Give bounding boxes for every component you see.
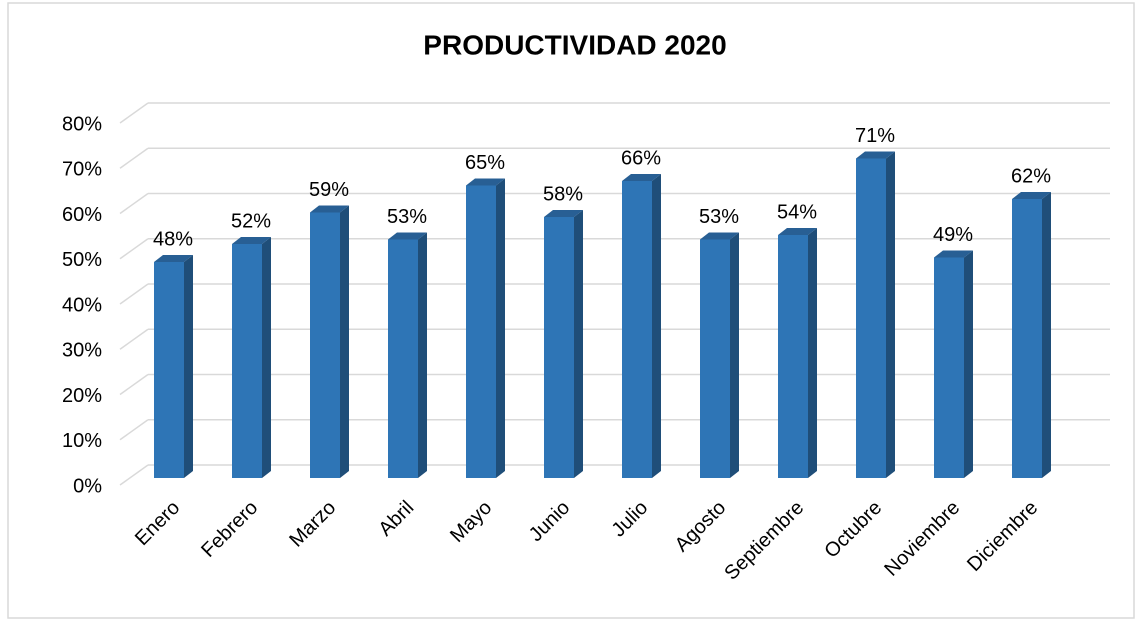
y-tick-label: 50% (62, 249, 102, 271)
bar (388, 239, 418, 478)
bar-side (808, 228, 817, 478)
grid-line (119, 464, 149, 486)
y-tick-label: 20% (62, 385, 102, 407)
bar-side (340, 205, 349, 478)
y-tick-label: 10% (62, 430, 102, 452)
value-label: 48% (153, 228, 193, 250)
bar-top (544, 210, 583, 217)
bar-top (466, 178, 505, 186)
value-label: 53% (387, 206, 427, 228)
grid-line (119, 328, 149, 350)
bar-top (856, 151, 895, 159)
value-label: 59% (309, 179, 349, 201)
bar (700, 239, 730, 478)
bar (934, 257, 964, 478)
y-tick-label: 80% (62, 113, 102, 135)
value-label: 54% (777, 201, 817, 223)
grid-line (119, 373, 149, 396)
bar (856, 158, 886, 478)
bar-top (232, 237, 271, 244)
y-tick-label: 40% (62, 294, 102, 316)
value-label: 49% (933, 224, 973, 246)
value-label: 66% (621, 147, 661, 169)
bar (1012, 199, 1042, 478)
bar (778, 235, 808, 478)
value-label: 62% (1011, 165, 1051, 187)
value-label: 53% (699, 206, 739, 228)
bar-top (388, 232, 427, 240)
bar-top (778, 228, 817, 235)
bar-top (934, 250, 973, 258)
bar (466, 185, 496, 478)
bar-side (1042, 192, 1051, 478)
bar-top (310, 205, 349, 213)
bar (154, 262, 184, 478)
grid-line (119, 419, 149, 441)
value-label: 52% (231, 210, 271, 232)
chart-title: PRODUCTIVIDAD 2020 (423, 29, 726, 60)
bar-side (964, 250, 973, 478)
grid-line (119, 147, 149, 169)
value-label: 71% (855, 125, 895, 147)
bar-side (886, 151, 895, 478)
bar-top (622, 174, 661, 181)
y-tick-label: 30% (62, 340, 102, 362)
y-tick-label: 0% (73, 475, 102, 497)
bar-top (700, 232, 739, 240)
value-label: 65% (465, 152, 505, 174)
bar (310, 212, 340, 478)
bar-side (652, 174, 661, 478)
bar-top (1012, 192, 1051, 199)
bar-side (418, 232, 427, 478)
grid-line (119, 192, 149, 215)
grid-line (119, 102, 149, 124)
bar-top (154, 255, 193, 262)
bar-side (184, 255, 193, 478)
y-tick-label: 60% (62, 204, 102, 226)
y-tick-label: 70% (62, 159, 102, 181)
grid-line (119, 283, 149, 305)
bar (544, 217, 574, 478)
bar-side (574, 210, 583, 478)
bar (232, 244, 262, 478)
bar (622, 181, 652, 478)
bar-side (730, 232, 739, 478)
bar-side (262, 237, 271, 478)
value-label: 58% (543, 183, 583, 205)
bar-side (496, 178, 505, 478)
grid-line (119, 238, 149, 260)
